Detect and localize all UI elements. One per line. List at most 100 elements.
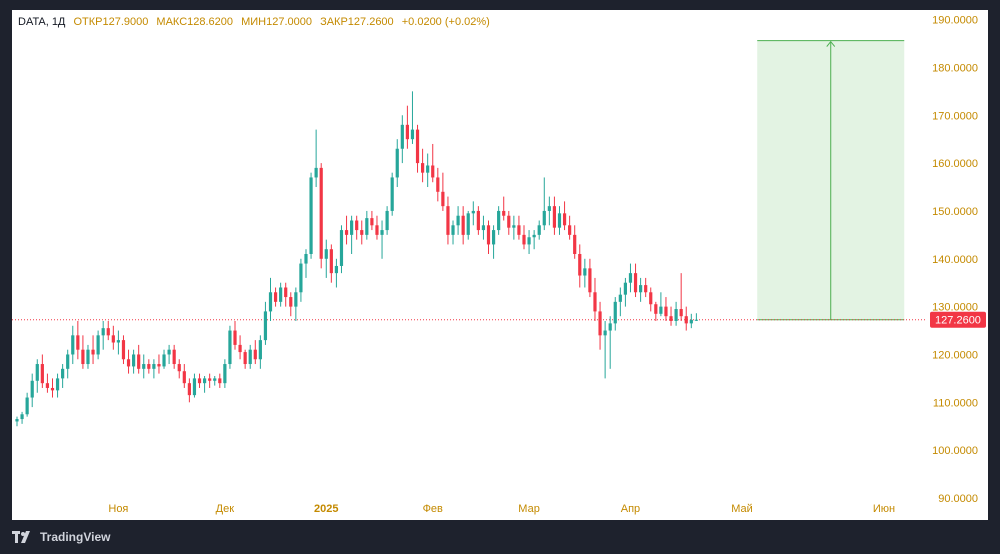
last-price-tag <box>930 311 986 328</box>
candle-body <box>568 225 572 235</box>
candle-body <box>243 352 247 365</box>
candle-body <box>197 378 202 384</box>
candle-body <box>527 237 531 245</box>
last-price-label: 127.2600 <box>935 315 981 327</box>
y-axis-tick-label: 150.0000 <box>932 206 978 218</box>
candle-body <box>588 268 592 293</box>
candle-body <box>689 319 693 324</box>
candle-body <box>431 165 435 178</box>
candle-body <box>598 311 602 336</box>
candlestick-chart[interactable]: 90.0000100.0000110.0000120.0000130.00001… <box>12 10 988 520</box>
x-axis-tick-label: 2025 <box>314 503 338 515</box>
candle-body <box>339 230 344 266</box>
candle-body <box>182 371 186 384</box>
candle-body <box>101 328 105 336</box>
candle-body <box>263 311 268 341</box>
candle-body <box>542 210 546 226</box>
y-axis-tick-label: 110.0000 <box>933 397 978 409</box>
candle-body <box>132 354 136 367</box>
candle-body <box>137 354 141 369</box>
candle-body <box>319 167 323 259</box>
candle-body <box>669 316 673 321</box>
candle-body <box>126 359 131 367</box>
candle-body <box>659 306 663 314</box>
candle-body <box>557 213 562 228</box>
candle-body <box>187 383 191 396</box>
candle-body <box>507 215 511 228</box>
candle-body <box>603 330 607 336</box>
candle-body <box>258 340 262 360</box>
candle-body <box>314 167 318 178</box>
candle-body <box>497 210 501 231</box>
candle-body <box>446 206 450 235</box>
candle-body <box>476 210 480 231</box>
footer-brand[interactable]: TradingView <box>12 526 110 548</box>
y-axis-tick-label: 190.0000 <box>932 15 978 27</box>
candle-body <box>228 330 232 365</box>
x-axis-tick-label: Дек <box>216 503 235 515</box>
legend-low: МИН127.0000 <box>241 16 312 28</box>
candle-body <box>15 419 19 422</box>
target-arrow-head <box>826 40 836 47</box>
candle-body <box>111 335 115 343</box>
candle-body <box>522 234 526 245</box>
candle-body <box>471 210 475 214</box>
candle-body <box>329 249 333 274</box>
x-axis-tick-label: Фев <box>423 503 443 515</box>
candles-group <box>15 91 698 427</box>
candle-body <box>142 364 146 369</box>
candle-body <box>644 285 648 293</box>
chart-panel[interactable]: DATA, 1Д ОТКР127.9000 МАКС128.6200 МИН12… <box>12 10 988 520</box>
y-axis-tick-label: 170.0000 <box>932 110 978 122</box>
candle-body <box>268 292 273 312</box>
candle-body <box>116 340 120 343</box>
candle-body <box>628 273 633 283</box>
candle-body <box>466 213 470 235</box>
candle-body <box>654 304 658 314</box>
candle-body <box>537 225 541 235</box>
candle-body <box>664 306 668 317</box>
candle-body <box>562 213 567 226</box>
x-axis-tick-label: Май <box>731 503 753 515</box>
candle-body <box>30 380 34 398</box>
candle-body <box>61 368 65 379</box>
y-axis-tick-label: 120.0000 <box>932 349 978 361</box>
x-axis-tick-label: Апр <box>621 503 640 515</box>
candle-body <box>192 378 197 396</box>
candle-body <box>81 349 85 365</box>
candle-body <box>238 344 242 353</box>
candle-body <box>304 254 308 264</box>
candle-body <box>279 287 283 302</box>
candle-body <box>365 218 369 235</box>
legend-close: ЗАКР127.2600 <box>320 16 394 28</box>
candle-body <box>355 220 359 231</box>
x-axis-tick-label: Июн <box>873 503 895 515</box>
candle-body <box>177 364 181 372</box>
candle-body <box>71 335 75 355</box>
brand-name: TradingView <box>40 530 111 544</box>
candle-body <box>344 230 349 235</box>
y-axis-tick-label: 160.0000 <box>932 158 978 170</box>
x-axis-tick-label: Ноя <box>108 503 128 515</box>
candle-body <box>593 292 597 312</box>
candle-body <box>436 177 440 192</box>
candle-body <box>649 292 653 305</box>
candle-body <box>370 218 374 226</box>
candle-body <box>157 364 161 367</box>
candle-body <box>451 225 455 235</box>
candle-body <box>400 124 404 149</box>
candle-body <box>360 230 364 235</box>
candle-body <box>106 328 110 336</box>
legend-symbol: DATA, 1Д <box>18 16 66 28</box>
candle-body <box>547 206 551 211</box>
candle-body <box>410 129 415 140</box>
candle-body <box>618 294 622 302</box>
candle-body <box>486 225 491 245</box>
candle-body <box>395 148 399 178</box>
candle-body <box>96 335 100 355</box>
legend-open: ОТКР127.9000 <box>73 16 149 28</box>
candle-body <box>441 191 445 207</box>
y-axis-tick-label: 90.0000 <box>938 493 978 505</box>
candle-body <box>218 378 222 384</box>
candle-body <box>91 349 95 355</box>
